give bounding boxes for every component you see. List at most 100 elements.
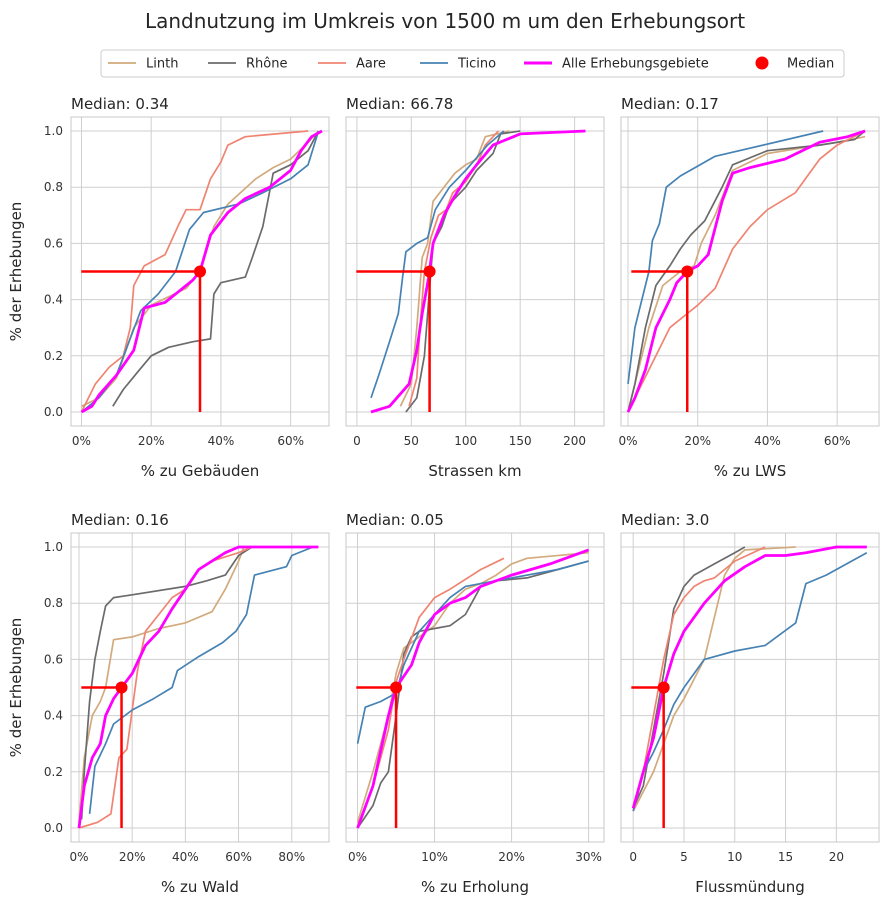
panel-3: Median: 0.17 0% 20% 40% 60% % zu LWS	[618, 95, 880, 480]
panel-2: Median: 66.78 0 50 100 150 200 Strassen km	[345, 95, 605, 480]
series-line-linth	[78, 546, 245, 823]
x-tick-label: 15	[778, 850, 793, 864]
x-tick-label: 30%	[575, 850, 602, 864]
panel-title: Median: 3.0	[621, 511, 709, 529]
panel-title: Median: 0.16	[71, 511, 169, 529]
median-point	[390, 681, 403, 694]
plot-frame	[70, 116, 330, 427]
series-group	[626, 129, 866, 413]
series-line-aare	[80, 130, 309, 413]
x-tick-label: 0	[629, 850, 637, 864]
x-axis-label: % zu LWS	[714, 462, 787, 480]
x-tick-label: 0%	[72, 434, 91, 448]
series-line-aare	[627, 130, 866, 413]
x-tick-label: 40%	[172, 850, 199, 864]
panel-1: Median: 0.34 0% 20% 40% 60% 0.0 0.2 0.4 0.6 0.8 1.…	[7, 95, 330, 480]
x-axis-label: % zu Gebäuden	[141, 462, 260, 480]
x-tick-label: 40%	[754, 434, 781, 448]
x-tick-label: 60%	[277, 434, 304, 448]
legend-entry-ticino: Ticino	[420, 57, 496, 72]
series-line-aare	[632, 546, 766, 812]
x-axis-label: Flussmündung	[695, 878, 805, 896]
legend-entry-alle-erhebungsgebiete: Alle Erhebungsgebiete	[524, 57, 709, 72]
x-tick-label: 20	[829, 850, 844, 864]
y-tick-label: 0.8	[44, 596, 63, 610]
legend-label-median: Median	[787, 57, 834, 72]
y-axis-label: % der Erhebungen	[7, 618, 25, 758]
x-tick-label: 20%	[684, 434, 711, 448]
series-line-rhone	[405, 130, 521, 413]
series-line-alle-erhebungsgebiete	[631, 545, 867, 809]
legend-entry-median: Median	[755, 56, 834, 72]
plot-frame	[70, 532, 330, 843]
panel-title: Median: 66.78	[346, 95, 453, 113]
median-point	[657, 681, 670, 694]
y-tick-label: 0.0	[44, 405, 63, 419]
x-tick-label: 50	[404, 434, 419, 448]
y-tick-label: 1.0	[44, 124, 63, 138]
series-line-ticino	[88, 546, 314, 814]
series-line-alle-erhebungsgebiete	[356, 548, 590, 829]
plot-frame	[620, 532, 880, 843]
panel-title: Median: 0.34	[71, 95, 169, 113]
series-line-rhone	[112, 130, 320, 407]
x-tick-label: 40%	[208, 434, 235, 448]
y-tick-label: 0.0	[44, 821, 63, 835]
series-line-ticino	[627, 130, 824, 385]
panel-6: Median: 3.0 0 5 10 15 20 Flussmündung	[620, 511, 880, 896]
y-axis-label: % der Erhebungen	[7, 202, 25, 342]
plot-frame	[345, 116, 605, 427]
legend-entry-linth: Linth	[108, 57, 178, 72]
x-axis-label: % zu Erholung	[421, 878, 529, 896]
series-line-ticino	[356, 560, 589, 744]
series-group	[370, 129, 586, 414]
series-line-ticino	[632, 551, 868, 812]
y-tick-label: 0.6	[44, 652, 63, 666]
x-tick-label: 20%	[498, 850, 525, 864]
x-axis-label: Strassen km	[428, 462, 521, 480]
x-tick-label: 60%	[225, 850, 252, 864]
median-point	[423, 265, 436, 278]
series-line-alle-erhebungsgebiete	[370, 129, 586, 414]
plot-frame	[345, 532, 605, 843]
x-tick-label: 10	[727, 850, 742, 864]
x-tick-label: 80%	[278, 850, 305, 864]
legend-label-aare: Aare	[356, 57, 386, 72]
median-point	[115, 681, 128, 694]
x-tick-label: 0%	[618, 434, 637, 448]
legend-entry-aare: Aare	[318, 57, 386, 72]
median-point	[681, 265, 694, 278]
x-tick-label: 20%	[119, 850, 146, 864]
x-tick-label: 20%	[138, 434, 165, 448]
legend-entry-rhone: Rhône	[208, 57, 287, 72]
legend-label-alle-erhebungsgebiete: Alle Erhebungsgebiete	[562, 57, 709, 72]
legend-label-ticino: Ticino	[457, 57, 496, 72]
panel-4: Median: 0.16 0% 20% 40% 60% 80% 0.0 0.2 0.4 0.6 0.…	[7, 511, 330, 896]
x-axis-label: % zu Wald	[161, 878, 239, 896]
x-tick-label: 100	[454, 434, 477, 448]
series-line-alle-erhebungsgebiete	[77, 545, 319, 829]
legend-marker-median	[755, 56, 769, 70]
figure-title: Landnutzung im Umkreis von 1500 m um den…	[145, 9, 745, 33]
panel-title: Median: 0.17	[621, 95, 719, 113]
panel-5: Median: 0.05 0% 10% 20% 30% % zu Erholung	[345, 511, 605, 896]
series-line-ticino	[370, 130, 505, 399]
x-tick-label: 0	[353, 434, 361, 448]
legend-label-linth: Linth	[146, 57, 178, 72]
y-tick-label: 0.8	[44, 180, 63, 194]
x-tick-label: 10%	[421, 850, 448, 864]
y-tick-label: 0.4	[44, 709, 63, 723]
y-tick-label: 0.2	[44, 349, 63, 363]
x-tick-label: 60%	[824, 434, 851, 448]
legend: Linth Rhône Aare Ticino Alle Erhebungsgebiet…	[100, 49, 845, 78]
x-tick-label: 5	[680, 850, 688, 864]
series-group	[631, 545, 868, 812]
series-line-aare	[356, 557, 505, 829]
series-group	[356, 548, 590, 829]
x-tick-label: 0%	[69, 850, 88, 864]
series-line-linth	[627, 135, 866, 413]
y-tick-label: 0.4	[44, 293, 63, 307]
series-line-rhone	[80, 546, 253, 820]
